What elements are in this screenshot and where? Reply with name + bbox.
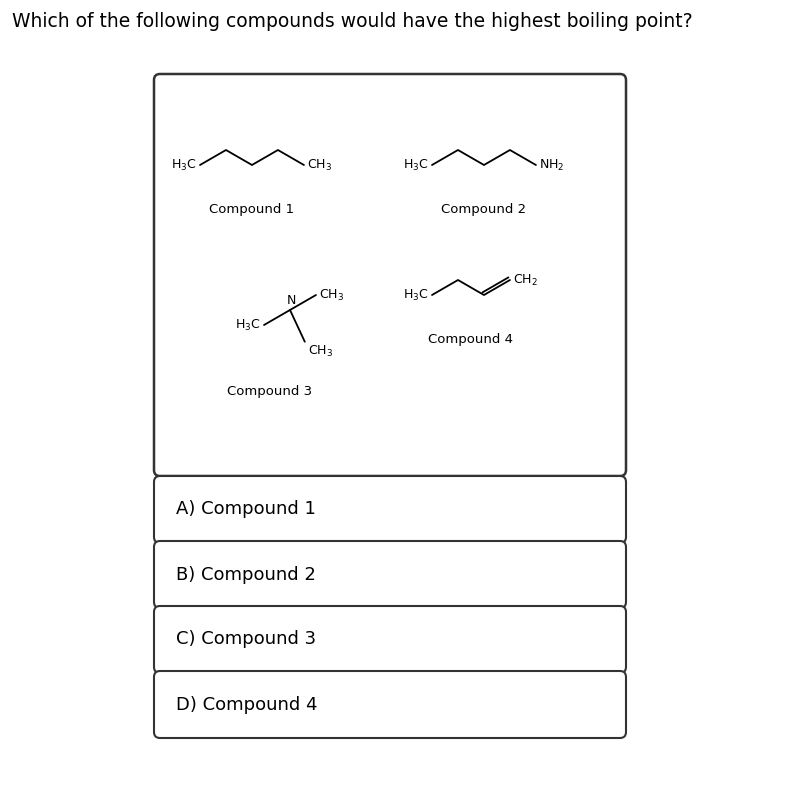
Text: Compound 4: Compound 4 [428,333,513,346]
Text: C) Compound 3: C) Compound 3 [176,630,316,649]
Text: Compound 1: Compound 1 [209,203,295,216]
Text: $\mathregular{H_3C}$: $\mathregular{H_3C}$ [403,287,429,302]
Text: $\mathregular{CH_3}$: $\mathregular{CH_3}$ [319,287,344,302]
Text: N: N [286,294,296,307]
FancyBboxPatch shape [154,606,626,673]
Text: Compound 2: Compound 2 [442,203,527,216]
FancyBboxPatch shape [154,476,626,543]
Text: $\mathregular{H_3C}$: $\mathregular{H_3C}$ [236,318,261,333]
Text: $\mathregular{CH_2}$: $\mathregular{CH_2}$ [513,273,538,287]
Text: $\mathregular{NH_2}$: $\mathregular{NH_2}$ [539,158,564,173]
Text: B) Compound 2: B) Compound 2 [176,566,316,583]
Text: Compound 3: Compound 3 [227,385,313,398]
Text: $\mathregular{H_3C}$: $\mathregular{H_3C}$ [403,158,429,173]
FancyBboxPatch shape [154,541,626,608]
Text: D) Compound 4: D) Compound 4 [176,695,318,714]
FancyBboxPatch shape [154,74,626,476]
Text: $\mathregular{CH_3}$: $\mathregular{CH_3}$ [308,344,333,359]
Text: $\mathregular{CH_3}$: $\mathregular{CH_3}$ [307,158,332,173]
Text: Which of the following compounds would have the highest boiling point?: Which of the following compounds would h… [12,12,692,31]
Text: $\mathregular{H_3C}$: $\mathregular{H_3C}$ [171,158,197,173]
Text: A) Compound 1: A) Compound 1 [176,501,316,518]
FancyBboxPatch shape [154,671,626,738]
